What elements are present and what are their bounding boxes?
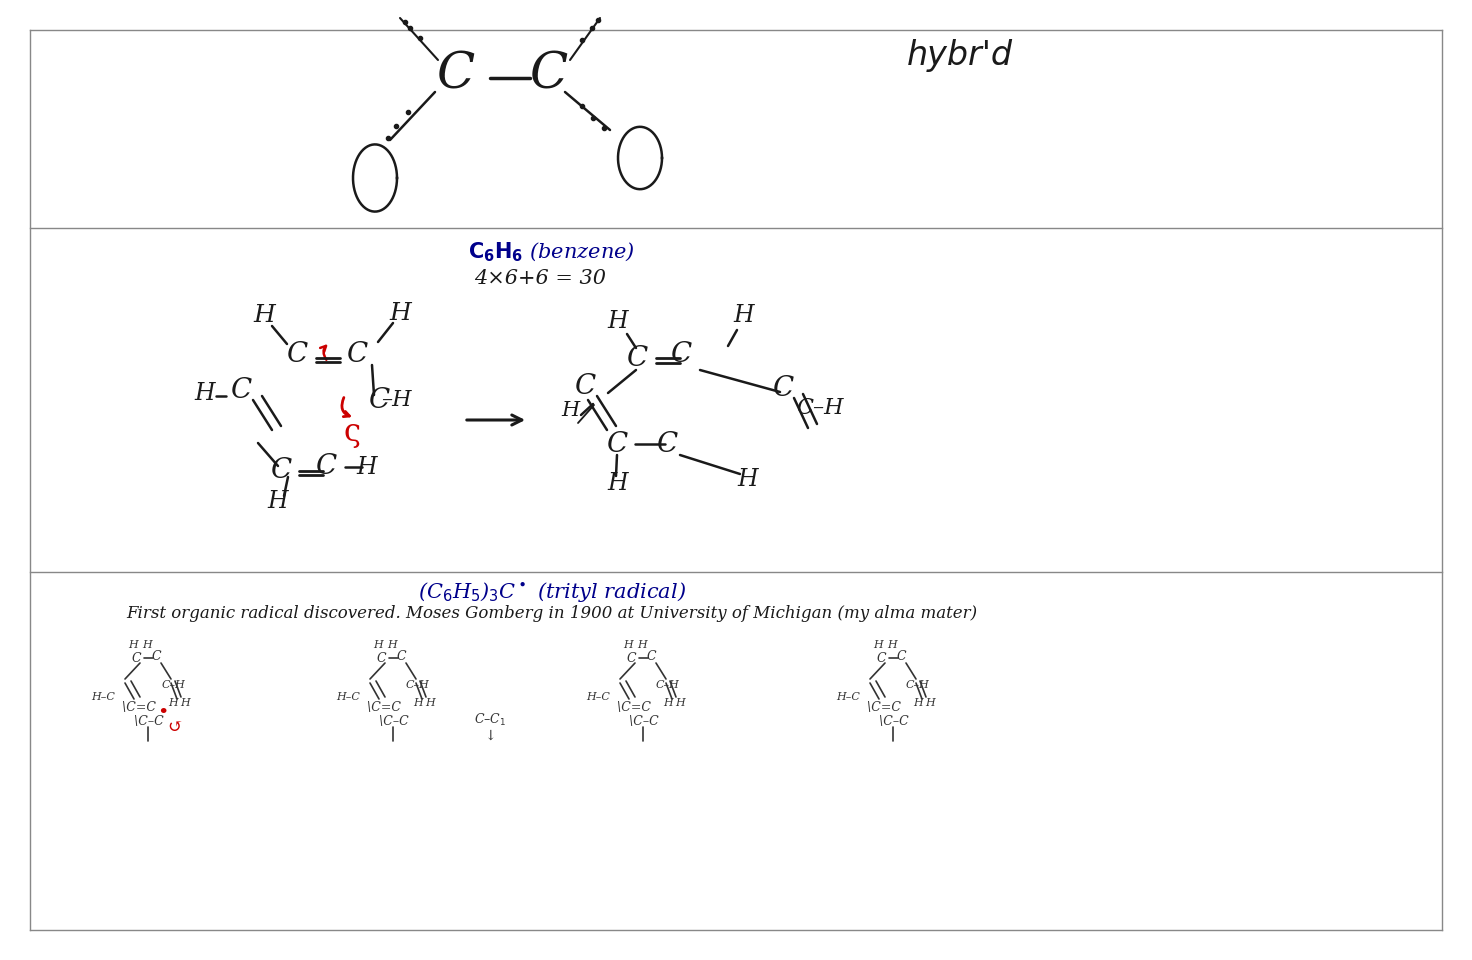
Text: H: H xyxy=(888,640,896,650)
Text: \C–C: \C–C xyxy=(134,714,163,728)
Text: H: H xyxy=(194,381,215,404)
Text: H–C: H–C xyxy=(91,692,115,702)
Text: H: H xyxy=(356,455,377,478)
Text: H–C: H–C xyxy=(836,692,860,702)
Text: H: H xyxy=(913,698,923,708)
Text: H: H xyxy=(662,698,673,708)
Text: \C–C: \C–C xyxy=(629,714,659,728)
Text: •: • xyxy=(158,704,169,722)
Text: C–H: C–H xyxy=(160,680,185,690)
Text: H: H xyxy=(372,640,383,650)
Text: H: H xyxy=(268,491,289,514)
Text: H: H xyxy=(389,301,411,324)
Text: C: C xyxy=(646,651,657,663)
Text: C: C xyxy=(131,652,141,664)
Text: C–H: C–H xyxy=(406,680,430,690)
Text: \C–C: \C–C xyxy=(380,714,409,728)
Text: C: C xyxy=(152,651,160,663)
Text: H: H xyxy=(873,640,883,650)
Text: C: C xyxy=(369,387,390,414)
Text: –H: –H xyxy=(381,389,411,411)
Text: C: C xyxy=(658,430,679,458)
Text: C: C xyxy=(773,374,795,401)
Text: C: C xyxy=(876,652,886,664)
Text: C: C xyxy=(528,50,567,100)
Text: (C$_6$H$_5$)$_3$C$^\bullet$ (trityl radical): (C$_6$H$_5$)$_3$C$^\bullet$ (trityl radi… xyxy=(418,580,686,604)
Text: C: C xyxy=(608,430,629,458)
Text: H: H xyxy=(608,472,629,495)
Text: \C=C: \C=C xyxy=(867,701,901,713)
Text: C: C xyxy=(896,651,905,663)
Text: C: C xyxy=(396,651,406,663)
Text: \C=C: \C=C xyxy=(122,701,156,713)
Text: C: C xyxy=(377,652,386,664)
Text: H: H xyxy=(128,640,138,650)
Text: H: H xyxy=(143,640,152,650)
Text: C: C xyxy=(671,341,693,368)
Text: C–C$_1$: C–C$_1$ xyxy=(474,712,506,728)
Text: H: H xyxy=(168,698,178,708)
Text: C–H: C–H xyxy=(796,397,843,419)
Text: $\mathbf{C_6H_6}$ (benzene): $\mathbf{C_6H_6}$ (benzene) xyxy=(468,240,636,264)
Text: \C=C: \C=C xyxy=(367,701,400,713)
Text: H–C: H–C xyxy=(586,692,609,702)
Text: C: C xyxy=(271,458,293,485)
Text: C: C xyxy=(231,376,253,403)
Text: H: H xyxy=(676,698,684,708)
Text: \C–C: \C–C xyxy=(879,714,908,728)
Text: H: H xyxy=(180,698,190,708)
Text: C–H: C–H xyxy=(907,680,930,690)
Text: C–H: C–H xyxy=(657,680,680,690)
Text: H–C: H–C xyxy=(336,692,361,702)
Text: C: C xyxy=(627,345,649,372)
Text: C: C xyxy=(287,341,309,368)
Text: H: H xyxy=(733,304,754,327)
Text: ↺: ↺ xyxy=(168,718,183,736)
Text: H: H xyxy=(608,310,629,333)
Text: H: H xyxy=(623,640,633,650)
Text: C: C xyxy=(436,50,474,100)
Text: ς: ς xyxy=(343,417,361,447)
Text: C: C xyxy=(576,373,596,400)
Text: H: H xyxy=(425,698,434,708)
Text: ↓: ↓ xyxy=(484,729,496,743)
Text: hybr'd: hybr'd xyxy=(907,38,1013,71)
Text: 4×6+6 = 30: 4×6+6 = 30 xyxy=(474,269,606,287)
Text: \C=C: \C=C xyxy=(617,701,651,713)
Text: H: H xyxy=(253,304,275,327)
Text: First organic radical discovered. Moses Gomberg in 1900 at University of Michiga: First organic radical discovered. Moses … xyxy=(127,606,977,622)
Text: H: H xyxy=(561,400,578,420)
Text: C: C xyxy=(347,341,368,368)
Text: H: H xyxy=(387,640,397,650)
Text: H: H xyxy=(737,468,758,492)
Text: H: H xyxy=(637,640,646,650)
Text: H: H xyxy=(414,698,422,708)
Text: H: H xyxy=(924,698,935,708)
Text: C: C xyxy=(316,453,337,481)
Text: C: C xyxy=(626,652,636,664)
